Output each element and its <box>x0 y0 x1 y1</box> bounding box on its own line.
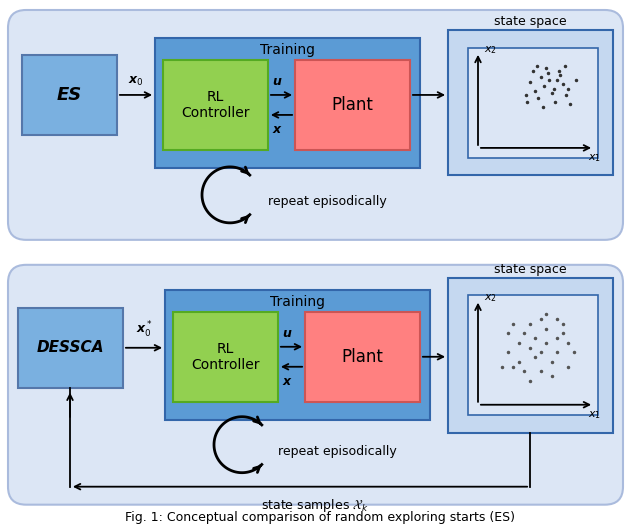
Text: $x_1$: $x_1$ <box>588 152 602 164</box>
FancyBboxPatch shape <box>155 38 420 168</box>
FancyBboxPatch shape <box>295 60 410 150</box>
Text: Plant: Plant <box>341 348 383 366</box>
Text: $x_2$: $x_2$ <box>484 44 497 56</box>
FancyBboxPatch shape <box>468 295 598 414</box>
FancyBboxPatch shape <box>448 278 613 433</box>
Text: Fig. 1: Conceptual comparison of random exploring starts (ES): Fig. 1: Conceptual comparison of random … <box>125 511 515 524</box>
FancyBboxPatch shape <box>8 10 623 240</box>
Text: RL
Controller: RL Controller <box>191 342 259 372</box>
Text: $\boldsymbol{u}$: $\boldsymbol{u}$ <box>282 327 292 340</box>
Text: RL
Controller: RL Controller <box>180 90 249 120</box>
Text: $x_2$: $x_2$ <box>484 292 497 304</box>
Text: $x_1$: $x_1$ <box>588 409 602 420</box>
FancyBboxPatch shape <box>165 290 430 420</box>
FancyBboxPatch shape <box>163 60 268 150</box>
Text: state samples $\mathcal{X}_k$: state samples $\mathcal{X}_k$ <box>261 497 369 514</box>
Text: $\boldsymbol{x}_0$: $\boldsymbol{x}_0$ <box>128 75 144 88</box>
Text: ES: ES <box>56 86 82 104</box>
Text: Training: Training <box>259 43 314 57</box>
FancyBboxPatch shape <box>305 312 420 402</box>
Text: state space: state space <box>493 15 566 28</box>
Text: repeat episodically: repeat episodically <box>278 445 397 458</box>
FancyBboxPatch shape <box>22 55 117 135</box>
FancyBboxPatch shape <box>468 48 598 158</box>
FancyBboxPatch shape <box>173 312 278 402</box>
Text: DESSCA: DESSCA <box>36 340 104 355</box>
Text: $\boldsymbol{u}$: $\boldsymbol{u}$ <box>272 75 282 88</box>
FancyBboxPatch shape <box>18 308 123 388</box>
Text: state space: state space <box>493 264 566 276</box>
Text: $\boldsymbol{x}_0^*$: $\boldsymbol{x}_0^*$ <box>136 320 152 340</box>
Text: Plant: Plant <box>331 96 373 114</box>
Text: $\boldsymbol{x}$: $\boldsymbol{x}$ <box>271 123 282 136</box>
FancyBboxPatch shape <box>448 30 613 175</box>
Text: repeat episodically: repeat episodically <box>268 195 387 208</box>
FancyBboxPatch shape <box>8 265 623 504</box>
Text: $\boldsymbol{x}$: $\boldsymbol{x}$ <box>282 375 292 388</box>
Text: Training: Training <box>269 295 324 309</box>
